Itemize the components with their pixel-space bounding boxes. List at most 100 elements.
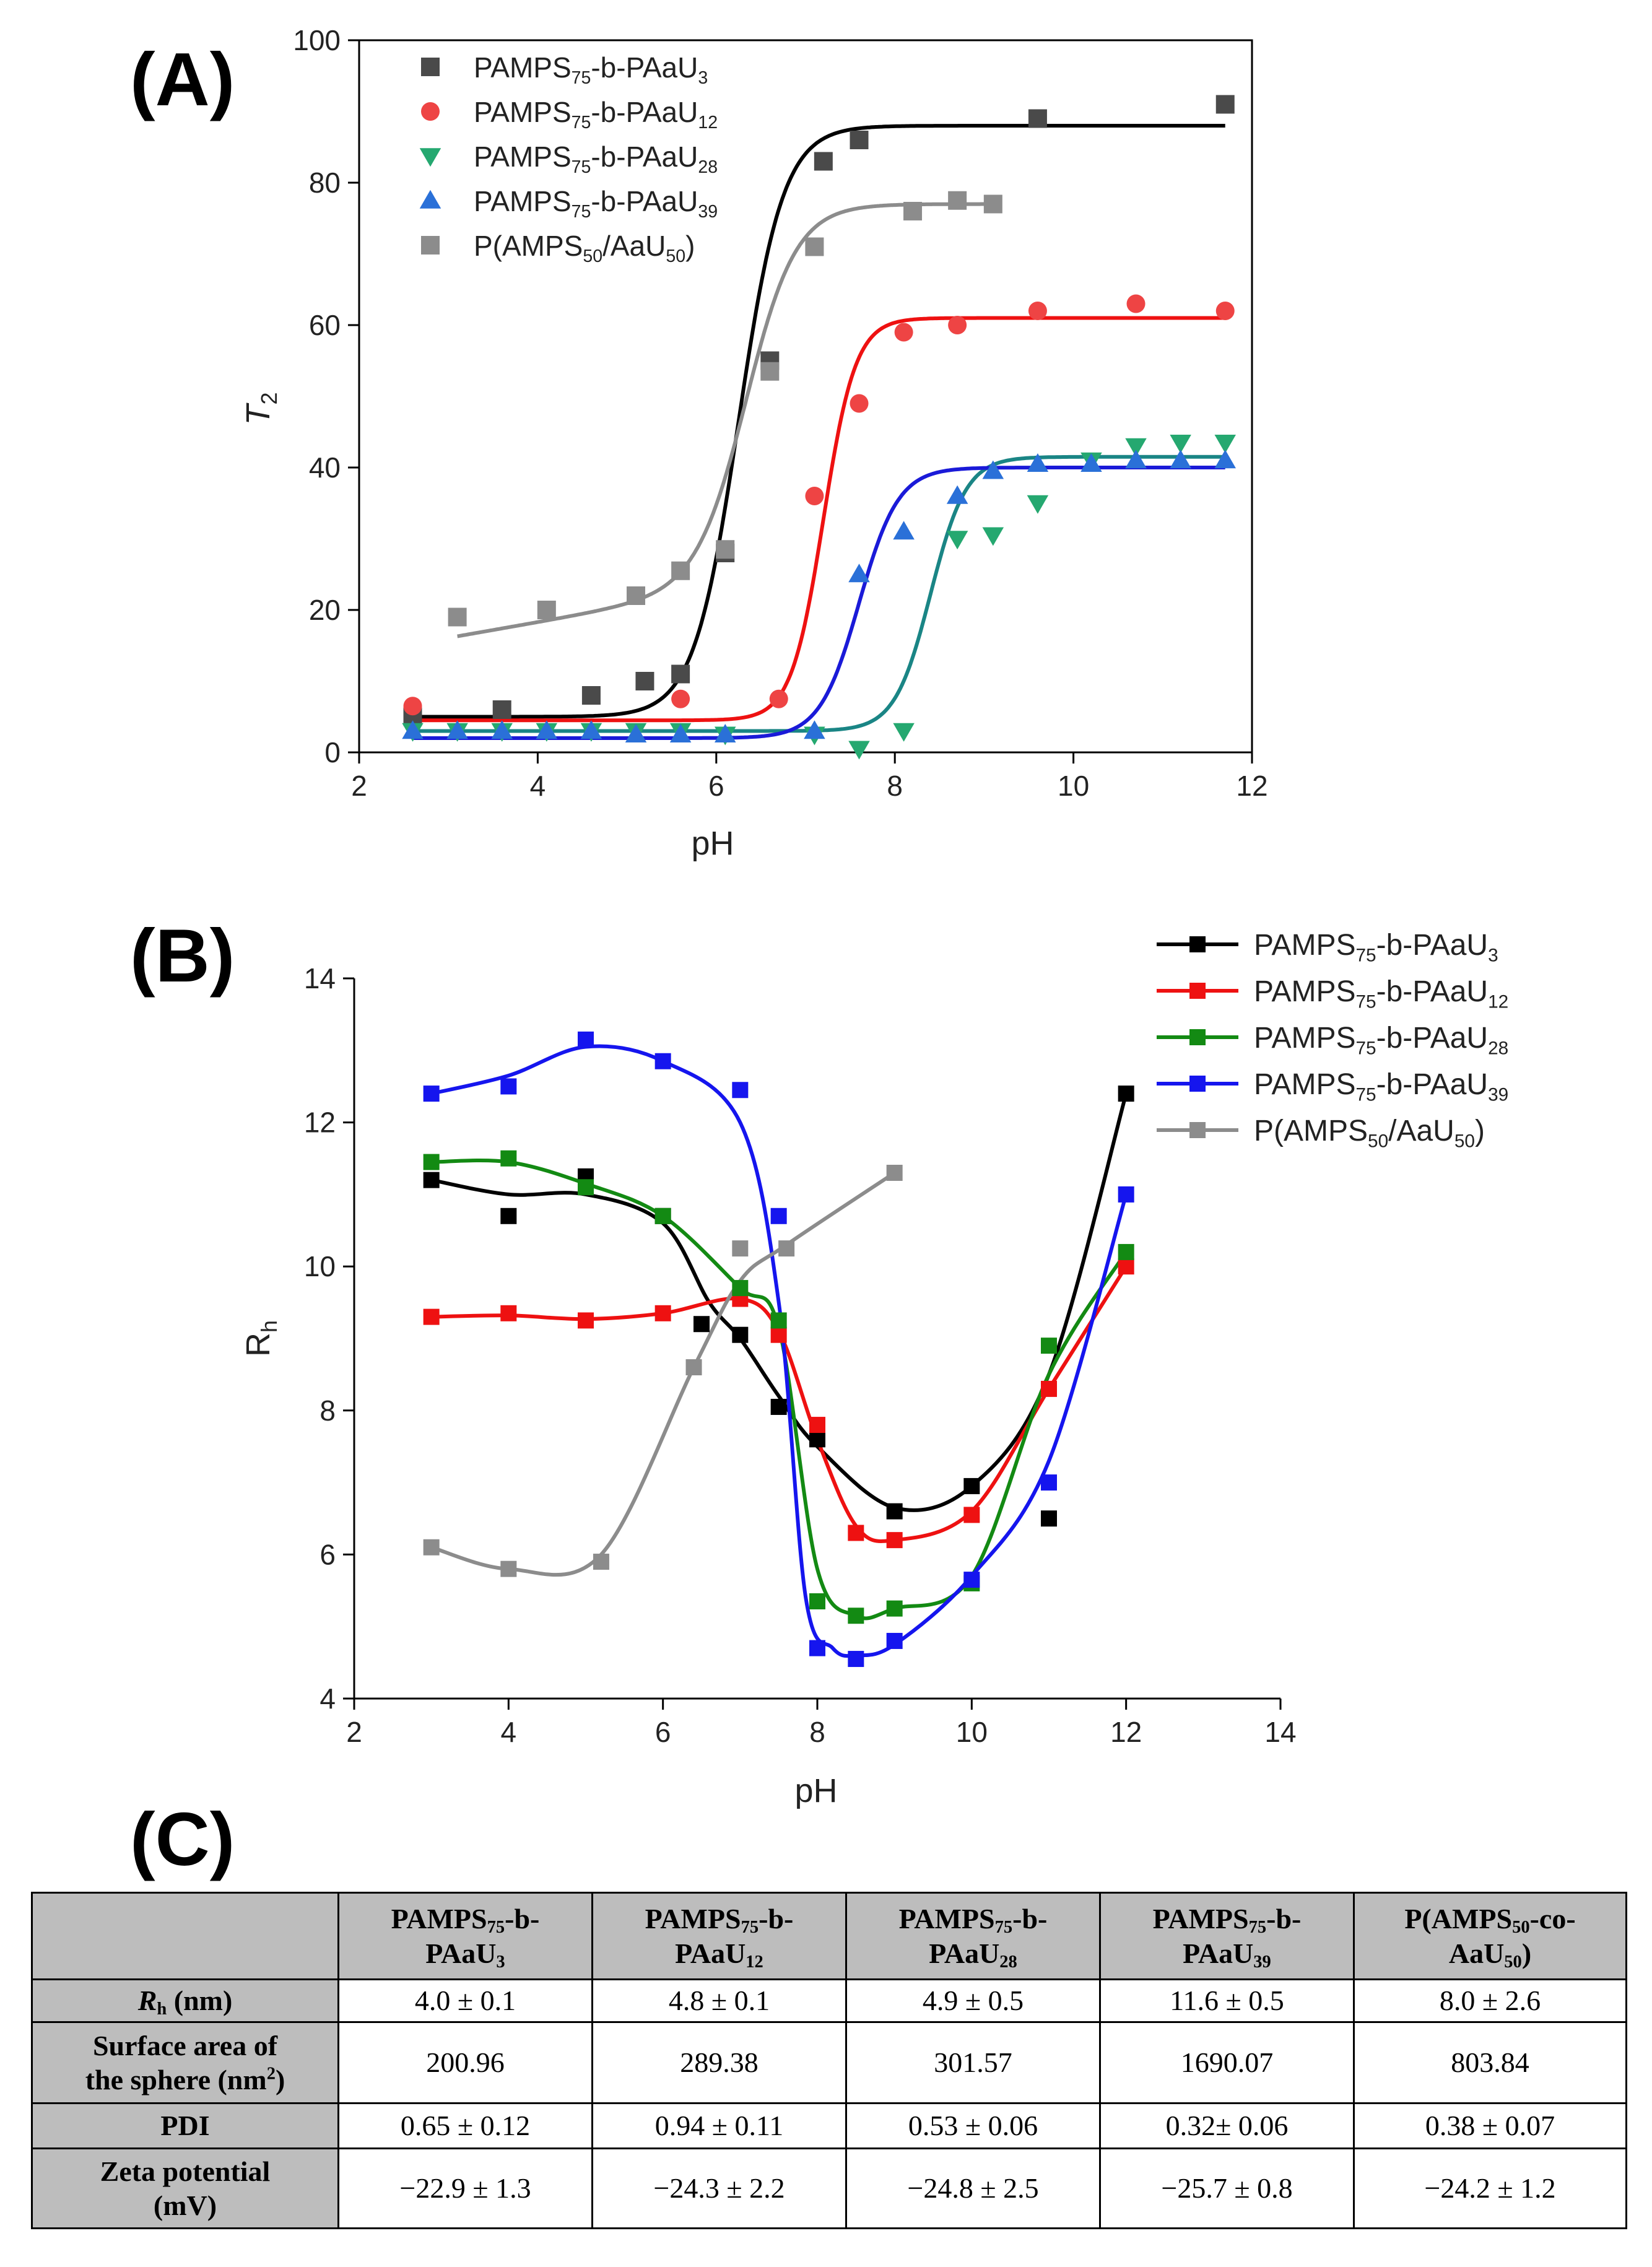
data-point xyxy=(850,394,869,413)
data-point xyxy=(578,1031,594,1048)
data-point xyxy=(1118,1186,1134,1203)
legend-label: PAMPS75-b-PAaU28 xyxy=(474,141,718,177)
data-point xyxy=(491,720,513,739)
x-tick-label: 2 xyxy=(351,770,367,802)
y-tick-label: 14 xyxy=(304,962,336,994)
table-cell: −24.8 ± 2.5 xyxy=(845,2147,1101,2229)
y-tick-label: 40 xyxy=(309,451,341,484)
series-line xyxy=(431,1159,1128,1621)
table-cell: 11.6 ± 0.5 xyxy=(1099,1978,1355,2023)
col-header-text: P(AMPS50-co- AaU50) xyxy=(1404,1903,1576,1972)
table-cell: 0.32± 0.06 xyxy=(1099,2102,1355,2150)
data-point xyxy=(1027,453,1049,472)
fit-curve xyxy=(412,316,1225,723)
data-point xyxy=(1189,936,1206,952)
data-point xyxy=(500,1305,517,1321)
y-tick-label: 4 xyxy=(320,1682,336,1715)
data-point xyxy=(421,102,440,121)
data-point xyxy=(732,1082,749,1099)
col-header-text: PAMPS75-b- PAaU28 xyxy=(898,1903,1048,1972)
data-point xyxy=(903,202,923,220)
x-tick-label: 8 xyxy=(887,770,903,802)
data-point xyxy=(894,323,913,342)
data-point xyxy=(963,1572,980,1588)
table-cell: 4.9 ± 0.5 xyxy=(845,1978,1101,2023)
x-tick-label: 14 xyxy=(1264,1716,1296,1748)
table-cell: −25.7 ± 0.8 xyxy=(1099,2147,1355,2229)
data-point xyxy=(1125,450,1147,469)
data-point xyxy=(732,1280,749,1297)
data-point xyxy=(593,1554,609,1570)
legend-label: PAMPS75-b-PAaU12 xyxy=(1254,975,1508,1012)
table-cell: −24.2 ± 1.2 xyxy=(1353,2147,1627,2229)
col-header-text: PAMPS75-b- PAaU3 xyxy=(391,1903,540,1972)
data-point xyxy=(419,189,441,209)
x-axis-label: pH xyxy=(691,825,734,862)
data-point xyxy=(1118,1086,1134,1102)
x-tick-label: 6 xyxy=(655,1716,671,1748)
y-tick-label: 100 xyxy=(293,24,341,56)
legend-label: P(AMPS50/AaU50) xyxy=(1254,1115,1485,1152)
table-row-header: Rh (nm) xyxy=(31,1978,339,2023)
data-point xyxy=(963,1477,980,1494)
x-tick-label: 12 xyxy=(1236,770,1267,802)
data-point xyxy=(1041,1380,1057,1397)
y-axis-label: T2 xyxy=(240,392,282,425)
table-row-header: Zeta potential (mV) xyxy=(31,2147,339,2229)
data-point xyxy=(1189,1122,1206,1138)
legend-label: PAMPS75-b-PAaU39 xyxy=(474,185,718,222)
table-col-header: PAMPS75-b- PAaU12 xyxy=(591,1892,847,1980)
table-cell: 8.0 ± 2.6 xyxy=(1353,1978,1627,2023)
data-point xyxy=(946,485,968,504)
data-point xyxy=(809,1640,825,1656)
data-point xyxy=(536,720,558,739)
table-header-row: PAMPS75-b- PAaU3 PAMPS75-b- PAaU12 PAMPS75… xyxy=(31,1892,1627,1980)
legend-label: PAMPS75-b-PAaU3 xyxy=(1254,929,1498,966)
data-point xyxy=(1041,1474,1057,1491)
data-point xyxy=(1170,450,1191,469)
data-point xyxy=(403,697,422,716)
data-point xyxy=(1189,1076,1206,1092)
data-point xyxy=(770,1326,787,1343)
series-line xyxy=(431,1044,1128,1658)
x-tick-label: 12 xyxy=(1110,1716,1142,1748)
data-point xyxy=(848,563,870,583)
data-point xyxy=(423,1086,440,1102)
data-point xyxy=(848,1608,864,1624)
data-point xyxy=(448,607,467,627)
data-point xyxy=(948,191,967,210)
data-point xyxy=(770,1312,787,1329)
data-point xyxy=(685,1359,702,1376)
data-point xyxy=(1189,1029,1206,1045)
y-tick-label: 6 xyxy=(320,1538,336,1570)
data-point xyxy=(848,1651,864,1668)
data-point xyxy=(1125,438,1147,457)
x-tick-label: 2 xyxy=(346,1716,362,1748)
table-row: Surface area of the sphere (nm2) 200.96 289… xyxy=(31,2021,1627,2104)
table-row-header: Surface area of the sphere (nm2) xyxy=(31,2021,339,2104)
x-axis-label: pH xyxy=(794,1772,837,1809)
data-point xyxy=(423,1154,440,1170)
data-point xyxy=(669,724,692,742)
panel-b-label: (B) xyxy=(130,913,235,998)
data-point xyxy=(893,723,915,742)
data-point xyxy=(423,1539,440,1556)
table-cell: 0.94 ± 0.11 xyxy=(591,2102,847,2150)
data-point xyxy=(714,724,736,742)
data-point xyxy=(809,1417,825,1434)
table-row: PDI 0.65 ± 0.12 0.94 ± 0.11 0.53 ± 0.06 0.32… xyxy=(31,2102,1627,2150)
data-point xyxy=(1215,302,1235,320)
data-point xyxy=(625,724,647,742)
data-point xyxy=(500,1207,517,1224)
data-point xyxy=(671,561,690,580)
table-cell: 4.0 ± 0.1 xyxy=(337,1978,593,2023)
data-point xyxy=(805,237,824,256)
data-point xyxy=(627,586,646,605)
data-point xyxy=(732,1326,749,1343)
x-tick-label: 4 xyxy=(530,770,546,802)
table-col-header: PAMPS75-b- PAaU28 xyxy=(845,1892,1101,1980)
data-point xyxy=(886,1600,903,1617)
data-point xyxy=(1080,453,1102,472)
data-point xyxy=(500,1078,517,1095)
table-col-header: PAMPS75-b- PAaU39 xyxy=(1099,1892,1355,1980)
